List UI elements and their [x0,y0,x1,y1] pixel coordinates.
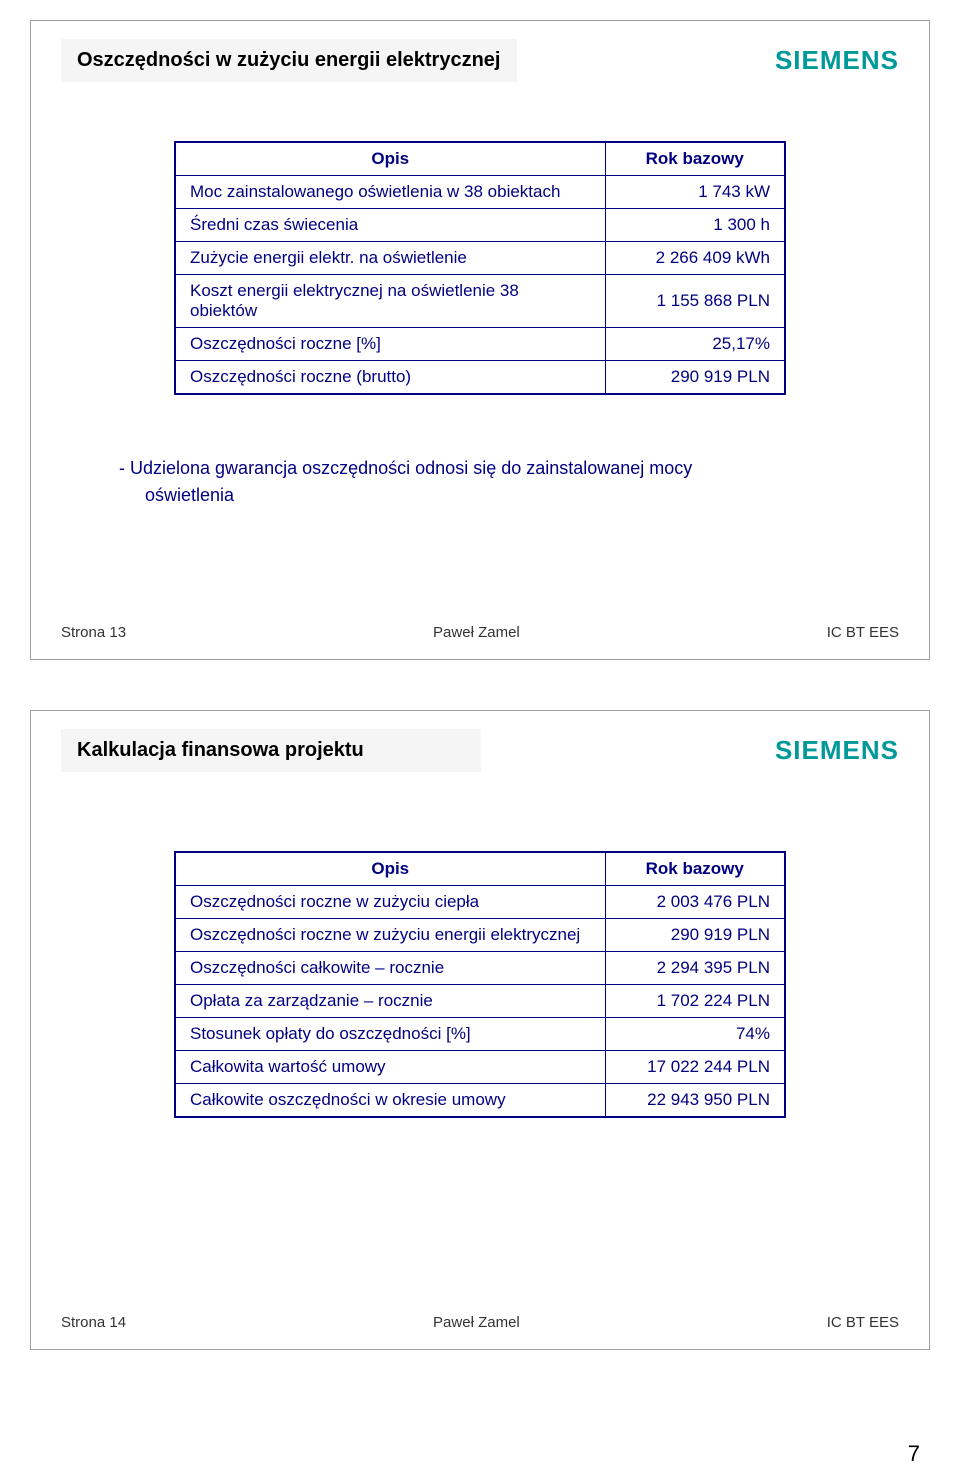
table-row: Koszt energii elektrycznej na oświetleni… [175,275,785,328]
table-row: Oszczędności roczne (brutto) 290 919 PLN [175,361,785,395]
table-row: Oszczędności roczne w zużyciu energii el… [175,919,785,952]
note-line-2: oświetlenia [131,485,234,505]
brand-logo: SIEMENS [775,45,899,76]
cell-label: Oszczędności roczne w zużyciu ciepła [175,886,605,919]
cell-label: Całkowita wartość umowy [175,1051,605,1084]
table-header-rok: Rok bazowy [605,852,785,886]
cell-value: 290 919 PLN [605,919,785,952]
slide-title-box: Kalkulacja finansowa projektu [61,729,481,772]
table-header-opis: Opis [175,142,605,176]
slide-footer: Strona 14 Paweł Zamel IC BT EES [61,1314,899,1331]
table-row: Zużycie energii elektr. na oświetlenie 2… [175,242,785,275]
data-table-energy: Opis Rok bazowy Moc zainstalowanego oświ… [174,141,786,395]
table-row: Stosunek opłaty do oszczędności [%] 74% [175,1018,785,1051]
cell-label: Oszczędności roczne [%] [175,328,605,361]
cell-label: Stosunek opłaty do oszczędności [%] [175,1018,605,1051]
slide-footer: Strona 13 Paweł Zamel IC BT EES [61,624,899,641]
footer-center: Paweł Zamel [433,1314,520,1331]
footer-right: IC BT EES [827,1314,899,1331]
cell-value: 22 943 950 PLN [605,1084,785,1118]
cell-label: Moc zainstalowanego oświetlenia w 38 obi… [175,176,605,209]
cell-value: 2 003 476 PLN [605,886,785,919]
cell-label: Oszczędności całkowite – rocznie [175,952,605,985]
note-line-1: - Udzielona gwarancja oszczędności odnos… [119,458,692,478]
slide-1: Oszczędności w zużyciu energii elektrycz… [30,20,930,660]
slide-title-box: Oszczędności w zużyciu energii elektrycz… [61,39,517,82]
table-header-row: Opis Rok bazowy [175,852,785,886]
slide-2: Kalkulacja finansowa projektu SIEMENS Op… [30,710,930,1350]
table-row: Opłata za zarządzanie – rocznie 1 702 22… [175,985,785,1018]
footer-right: IC BT EES [827,624,899,641]
cell-value: 1 300 h [605,209,785,242]
table-row: Moc zainstalowanego oświetlenia w 38 obi… [175,176,785,209]
cell-label: Koszt energii elektrycznej na oświetleni… [175,275,605,328]
table-row: Oszczędności roczne w zużyciu ciepła 2 0… [175,886,785,919]
cell-label: Oszczędności roczne w zużyciu energii el… [175,919,605,952]
cell-value: 2 294 395 PLN [605,952,785,985]
footer-left: Strona 14 [61,1314,126,1331]
table-header-opis: Opis [175,852,605,886]
table-row: Całkowite oszczędności w okresie umowy 2… [175,1084,785,1118]
cell-value: 1 155 868 PLN [605,275,785,328]
slide-body: Opis Rok bazowy Oszczędności roczne w zu… [31,781,929,1138]
table-row: Całkowita wartość umowy 17 022 244 PLN [175,1051,785,1084]
data-table-financial: Opis Rok bazowy Oszczędności roczne w zu… [174,851,786,1118]
table-row: Oszczędności roczne [%] 25,17% [175,328,785,361]
table-row: Średni czas świecenia 1 300 h [175,209,785,242]
slide-body: Opis Rok bazowy Moc zainstalowanego oświ… [31,91,929,529]
cell-value: 1 743 kW [605,176,785,209]
brand-logo: SIEMENS [775,735,899,766]
table-header-rok: Rok bazowy [605,142,785,176]
note-text: - Udzielona gwarancja oszczędności odnos… [111,455,849,509]
cell-label: Zużycie energii elektr. na oświetlenie [175,242,605,275]
cell-value: 290 919 PLN [605,361,785,395]
footer-center: Paweł Zamel [433,624,520,641]
cell-label: Średni czas świecenia [175,209,605,242]
table-row: Oszczędności całkowite – rocznie 2 294 3… [175,952,785,985]
slide-header: Kalkulacja finansowa projektu SIEMENS [31,711,929,781]
cell-value: 1 702 224 PLN [605,985,785,1018]
page-number: 7 [908,1441,920,1467]
cell-value: 25,17% [605,328,785,361]
cell-value: 74% [605,1018,785,1051]
cell-label: Opłata za zarządzanie – rocznie [175,985,605,1018]
slide-title: Kalkulacja finansowa projektu [77,739,465,762]
cell-value: 2 266 409 kWh [605,242,785,275]
cell-label: Oszczędności roczne (brutto) [175,361,605,395]
cell-value: 17 022 244 PLN [605,1051,785,1084]
slide-title: Oszczędności w zużyciu energii elektrycz… [77,49,501,72]
table-header-row: Opis Rok bazowy [175,142,785,176]
slide-header: Oszczędności w zużyciu energii elektrycz… [31,21,929,91]
cell-label: Całkowite oszczędności w okresie umowy [175,1084,605,1118]
footer-left: Strona 13 [61,624,126,641]
